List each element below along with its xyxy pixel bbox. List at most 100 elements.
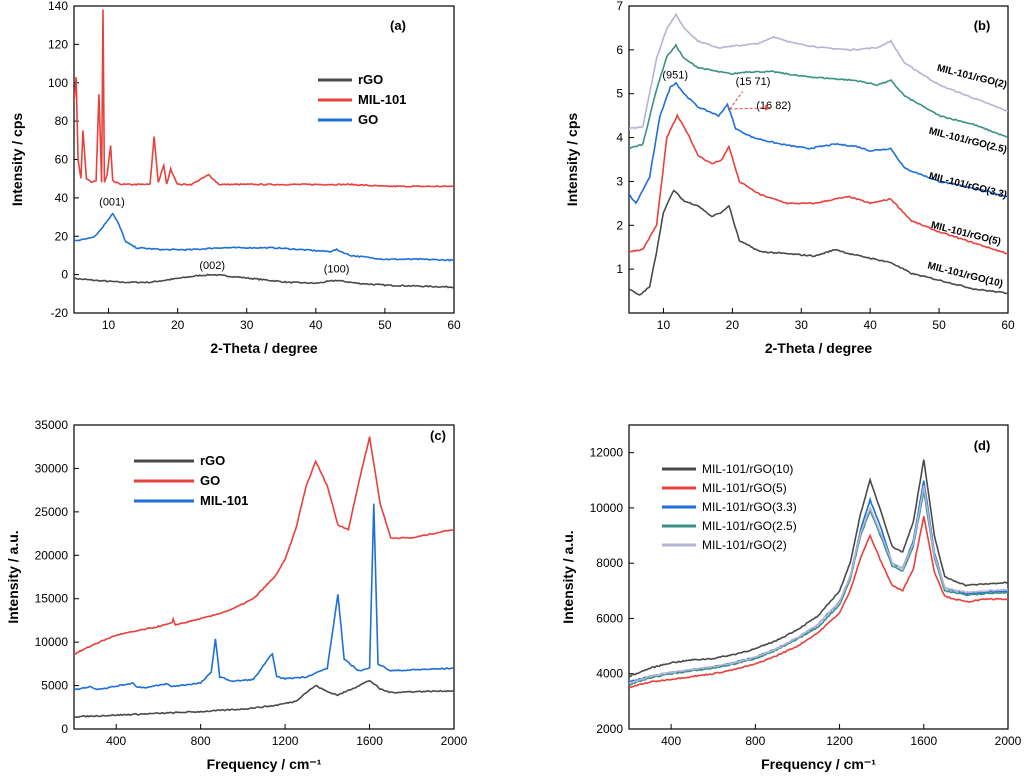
- x-tick-label: 1600: [910, 734, 937, 748]
- series-line-go: [74, 436, 454, 655]
- x-tick-label: 400: [661, 734, 681, 748]
- series-line-mil-101-rgo-10-: [629, 189, 1008, 296]
- x-tick-label: 20: [726, 318, 740, 332]
- y-tick-label: 7: [616, 0, 623, 13]
- series-line-mil-101-rgo-5-: [629, 516, 1008, 689]
- y-tick-label: 12000: [590, 446, 624, 460]
- legend-label: MIL-101: [358, 92, 406, 107]
- peak-annotation: (15 71): [736, 76, 771, 88]
- arrow-head: [765, 104, 771, 111]
- y-tick-label: 8000: [596, 556, 623, 570]
- plot-frame: [73, 424, 455, 730]
- legend-label: rGO: [358, 72, 383, 87]
- y-tick-label: 100: [48, 76, 68, 90]
- legend-label: MIL-101: [200, 493, 248, 508]
- chart-panel-4: 400 800 1200 1600 2000 2000 4000 6000 8000 10000 1…: [560, 424, 1022, 772]
- series-line-go: [74, 212, 454, 262]
- y-tick-label: 5: [616, 87, 623, 101]
- y-tick-label: 40: [55, 191, 69, 205]
- x-tick-label: 800: [191, 734, 211, 748]
- series-line-mil-101-rgo-2-5-: [629, 43, 1008, 150]
- peak-annotation: (002): [199, 260, 225, 272]
- x-tick-label: 10: [102, 318, 116, 332]
- x-tick-label: 60: [1001, 318, 1015, 332]
- series-line-rgo: [74, 273, 454, 289]
- series-line-mil-101: [74, 503, 454, 691]
- series-label: MIL-101/rGO(2.5): [928, 126, 1008, 156]
- legend-label: GO: [200, 473, 220, 488]
- legend-label: MIL-101/rGO(10): [702, 462, 793, 476]
- x-tick-label: 1200: [826, 734, 853, 748]
- x-tick-label: 400: [106, 734, 126, 748]
- y-tick-label: 120: [48, 37, 68, 51]
- y-tick-label: 0: [61, 722, 68, 736]
- series-line-mil-101: [74, 9, 454, 188]
- x-tick-label: 800: [745, 734, 765, 748]
- y-tick-label: 6000: [596, 611, 623, 625]
- x-tick-label: 60: [447, 318, 461, 332]
- legend-label: MIL-101/rGO(5): [702, 481, 787, 495]
- chart-panel-3: 400 800 1200 1600 20000500010000150002000025…: [5, 418, 468, 772]
- chart-panel-1: 10 20 30 40 50 60 -20 0 20 40 60 80 100 120 140 2-Theta…: [9, 0, 461, 356]
- y-axis-label: Intensity / a.u.: [560, 530, 576, 623]
- y-tick-label: -20: [51, 306, 69, 320]
- x-tick-label: 20: [171, 318, 185, 332]
- x-tick-label: 40: [309, 318, 323, 332]
- x-axis-label: Frequency / cm⁻¹: [761, 756, 876, 772]
- x-tick-label: 50: [378, 318, 392, 332]
- series-label: MIL-101/rGO(10): [926, 261, 1004, 290]
- y-tick-label: 140: [48, 0, 68, 13]
- y-tick-label: 10000: [35, 635, 69, 649]
- series-line-mil-101-rgo-2-: [629, 485, 1008, 684]
- y-tick-label: 60: [55, 153, 69, 167]
- panel-letter: (c): [430, 428, 446, 443]
- series-line-rgo: [74, 679, 454, 719]
- x-tick-label: 1600: [356, 734, 383, 748]
- y-tick-label: 35000: [35, 418, 69, 432]
- y-tick-label: 1: [616, 262, 623, 276]
- series-label: MIL-101/rGO(3.3): [928, 171, 1008, 201]
- x-axis-label: 2-Theta / degree: [210, 340, 318, 356]
- plot-frame: [628, 424, 1009, 730]
- y-tick-label: 10000: [590, 501, 624, 515]
- x-axis-label: Frequency / cm⁻¹: [207, 756, 322, 772]
- x-tick-label: 2000: [441, 734, 468, 748]
- series-line-mil-101-rgo-5-: [629, 112, 1008, 255]
- y-axis-label: Intensity / a.u.: [5, 530, 21, 623]
- y-tick-label: 2000: [596, 722, 623, 736]
- peak-annotation: (001): [99, 197, 125, 209]
- y-axis-label: Intensity / cps: [9, 113, 25, 207]
- y-tick-label: 5000: [41, 679, 68, 693]
- y-tick-label: 25000: [35, 505, 69, 519]
- x-tick-label: 30: [240, 318, 254, 332]
- x-tick-label: 50: [932, 318, 946, 332]
- y-tick-label: 0: [61, 268, 68, 282]
- panel-letter: (a): [390, 18, 406, 33]
- x-tick-label: 10: [657, 318, 671, 332]
- series-line-mil-101-rgo-3-3-: [629, 81, 1008, 205]
- y-tick-label: 4: [616, 131, 623, 145]
- x-axis-label: 2-Theta / degree: [765, 340, 873, 356]
- plot-frame: [628, 5, 1009, 314]
- peak-annotation: (100): [324, 264, 350, 276]
- y-tick-label: 30000: [35, 461, 69, 475]
- panel-letter: (d): [974, 438, 991, 453]
- y-tick-label: 15000: [35, 592, 69, 606]
- legend-label: rGO: [200, 453, 225, 468]
- legend-label: MIL-101/rGO(2): [702, 538, 787, 552]
- series-line-mil-101-rgo-3-3-: [629, 480, 1008, 683]
- x-tick-label: 1200: [272, 734, 299, 748]
- x-tick-label: 2000: [995, 734, 1022, 748]
- y-tick-label: 4000: [596, 667, 623, 681]
- peak-annotation: (16 82): [756, 100, 791, 112]
- peak-annotation: (951): [662, 69, 688, 81]
- legend-label: GO: [358, 112, 378, 127]
- series-line-mil-101-rgo-2-: [629, 12, 1008, 130]
- annotation-arrow: [729, 107, 771, 110]
- series-line-mil-101-rgo-2-5-: [629, 491, 1008, 686]
- annotation-arrow: [729, 91, 744, 110]
- series-label: MIL-101/rGO(5): [930, 220, 1002, 248]
- series-line-mil-101-rgo-10-: [629, 459, 1008, 678]
- legend-label: MIL-101/rGO(2.5): [702, 519, 797, 533]
